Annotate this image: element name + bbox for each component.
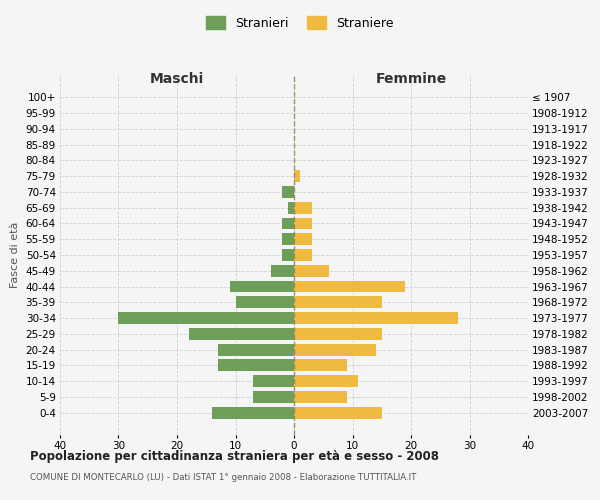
Text: Popolazione per cittadinanza straniera per età e sesso - 2008: Popolazione per cittadinanza straniera p… (30, 450, 439, 463)
Bar (253, 391, 294, 403)
Text: Femmine: Femmine (376, 72, 446, 86)
Bar (294, 407, 382, 418)
Bar (294, 170, 300, 182)
Bar (212, 407, 294, 418)
Legend: Stranieri, Straniere: Stranieri, Straniere (202, 11, 398, 35)
Bar (294, 344, 376, 355)
Bar (118, 312, 294, 324)
Y-axis label: Anni di nascita: Anni di nascita (598, 214, 600, 296)
Bar (283, 186, 294, 198)
Text: COMUNE DI MONTECARLO (LU) - Dati ISTAT 1° gennaio 2008 - Elaborazione TUTTITALIA: COMUNE DI MONTECARLO (LU) - Dati ISTAT 1… (30, 472, 416, 482)
Bar (294, 280, 405, 292)
Bar (288, 202, 294, 213)
Bar (188, 328, 294, 340)
Bar (294, 202, 311, 213)
Bar (294, 360, 347, 372)
Bar (294, 328, 382, 340)
Bar (218, 344, 294, 355)
Bar (294, 249, 311, 261)
Bar (294, 265, 329, 276)
Text: Maschi: Maschi (150, 72, 204, 86)
Bar (235, 296, 294, 308)
Bar (294, 391, 347, 403)
Y-axis label: Fasce di età: Fasce di età (10, 222, 20, 288)
Bar (283, 218, 294, 230)
Bar (253, 376, 294, 387)
Bar (294, 234, 311, 245)
Bar (283, 234, 294, 245)
Bar (218, 360, 294, 372)
Bar (294, 312, 458, 324)
Bar (283, 249, 294, 261)
Bar (294, 296, 382, 308)
Bar (230, 280, 294, 292)
Bar (294, 376, 358, 387)
Bar (271, 265, 294, 276)
Bar (294, 218, 311, 230)
